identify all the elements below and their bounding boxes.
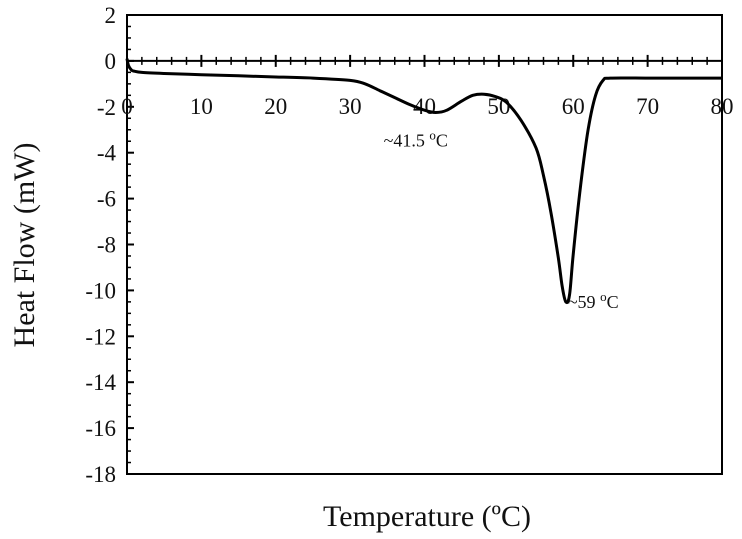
x-tick-label: 10 <box>190 94 213 119</box>
y-tick-label: 0 <box>105 49 117 74</box>
x-tick-label: 0 <box>121 94 133 119</box>
peak-annotation: ~41.5 oC <box>384 128 448 151</box>
y-axis-tick-labels: 2 0 -2 -4 -6 -8 -10 -12 -14 -16 -18 <box>85 3 116 487</box>
x-axis-title: Temperature (ºC) <box>323 500 531 533</box>
y-axis-title: Heat Flow (mW) <box>8 143 41 348</box>
x-axis-tick-labels: 0 10 20 30 40 50 60 70 80 <box>121 94 733 119</box>
y-tick-label: 2 <box>105 3 117 28</box>
y-axis-ticks <box>127 14 134 475</box>
x-tick-label: 70 <box>636 94 659 119</box>
y-tick-label: -12 <box>85 324 116 349</box>
y-tick-label: -4 <box>97 141 117 166</box>
peak-annotation: ~59 oC <box>568 289 619 312</box>
x-tick-label: 60 <box>562 94 585 119</box>
x-axis-ticks <box>126 54 723 67</box>
plot-border <box>126 14 723 475</box>
y-tick-label: -10 <box>85 278 116 303</box>
y-tick-label: -14 <box>85 370 116 395</box>
y-tick-label: -2 <box>97 95 116 120</box>
y-tick-label: -16 <box>85 416 116 441</box>
y-tick-label: -8 <box>97 233 116 258</box>
y-tick-label: -18 <box>85 462 116 487</box>
y-tick-label: -6 <box>97 187 116 212</box>
series-line-dsc <box>125 58 722 305</box>
x-tick-label: 80 <box>711 94 734 119</box>
x-tick-label: 20 <box>264 94 287 119</box>
annotations: ~41.5 oC ~59 oC <box>384 128 619 312</box>
plot-frame <box>126 14 723 475</box>
x-tick-label: 30 <box>339 94 362 119</box>
